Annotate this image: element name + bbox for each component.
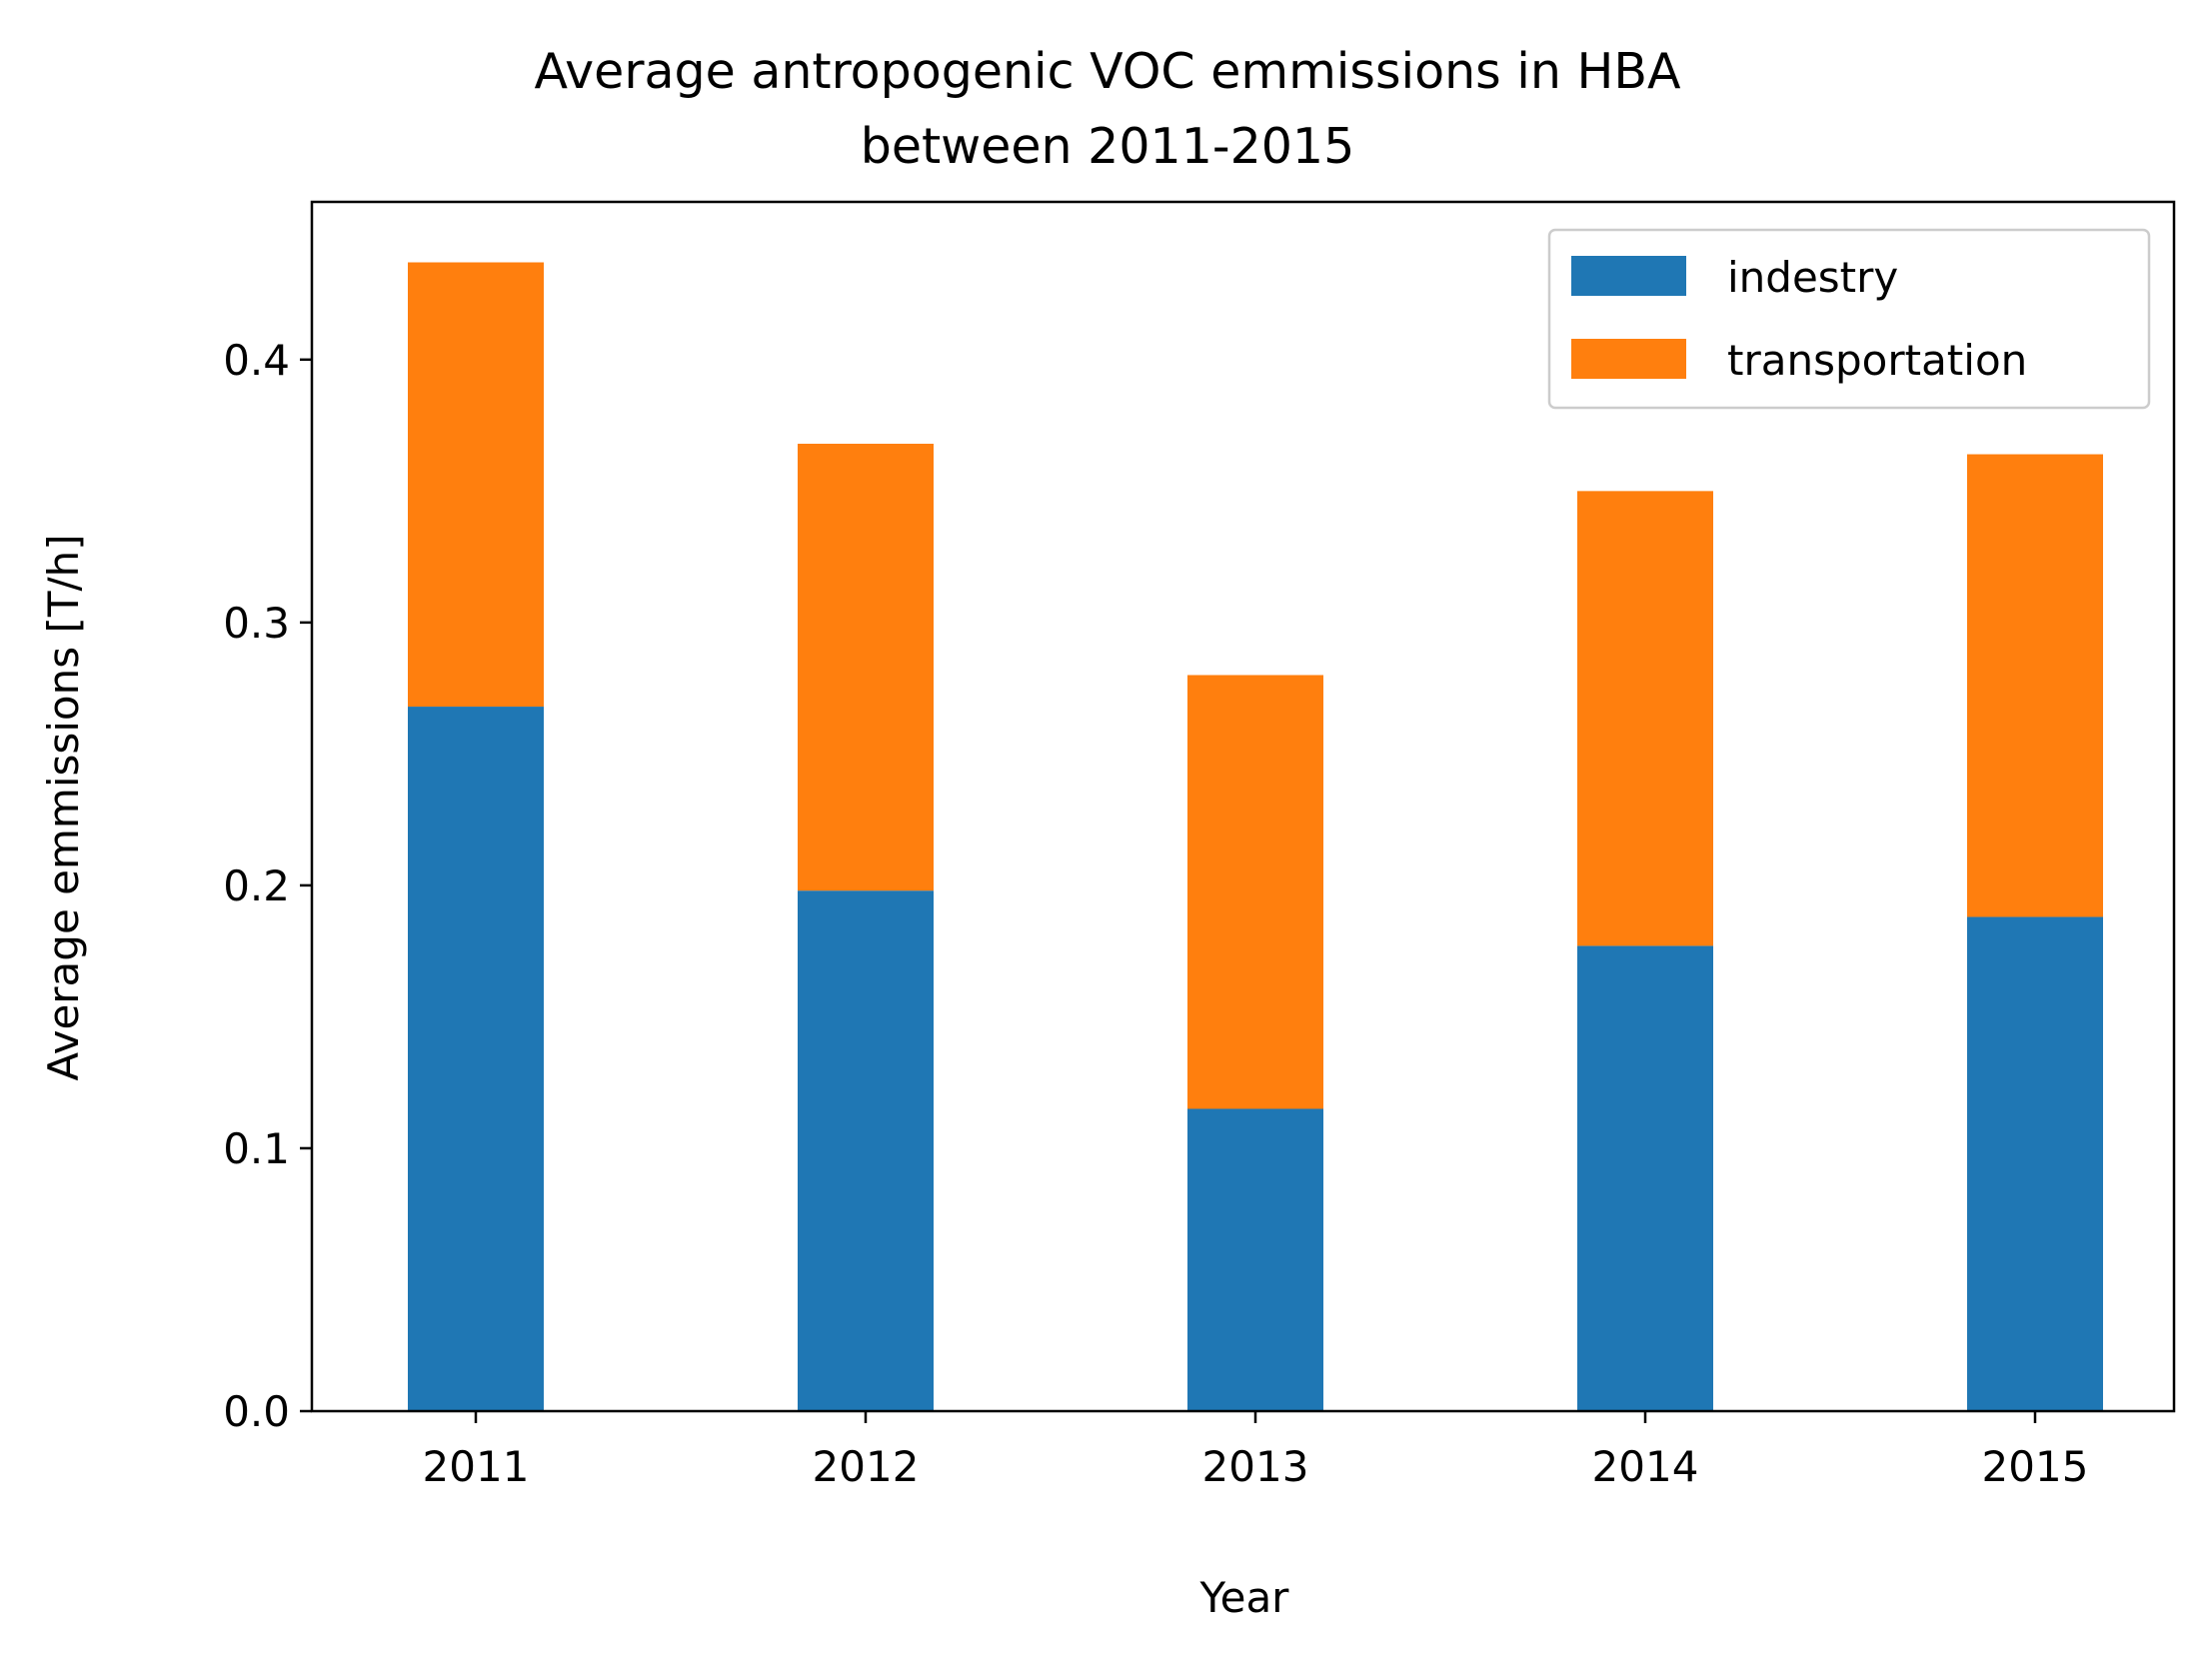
x-tick-label: 2012 bbox=[813, 1442, 920, 1491]
bar-indestry-2011 bbox=[408, 707, 544, 1411]
y-tick-label: 0.3 bbox=[223, 599, 290, 648]
x-axis-label: Year bbox=[1199, 1573, 1290, 1622]
bar-indestry-2015 bbox=[1967, 916, 2103, 1411]
legend-swatch-transportation bbox=[1571, 339, 1686, 379]
axes-frame bbox=[310, 200, 2176, 1413]
legend-frame bbox=[1547, 228, 2151, 410]
legend-label-transportation: transportation bbox=[1727, 336, 2027, 385]
bar-transportation-2012 bbox=[798, 444, 934, 891]
bar-indestry-2014 bbox=[1577, 945, 1713, 1411]
y-tick-label: 0.2 bbox=[223, 861, 290, 910]
bar-transportation-2011 bbox=[408, 262, 544, 708]
y-tick-label: 0.4 bbox=[223, 336, 290, 385]
chart-title-line-1: Average antropogenic VOC emmissions in H… bbox=[535, 43, 1681, 100]
x-tick-label: 2015 bbox=[1982, 1442, 2089, 1491]
y-axis-label: Average emmissions [T/h] bbox=[39, 534, 88, 1080]
x-tick-label: 2011 bbox=[423, 1442, 530, 1491]
plot-area: 0.0 0.1 0.2 0.3 0.4 2011 2012 2013 2014 2015 bbox=[223, 200, 2176, 1491]
chart-title-line-2: between 2011-2015 bbox=[861, 118, 1355, 175]
bar-indestry-2013 bbox=[1187, 1108, 1323, 1411]
legend-label-indestry: indestry bbox=[1727, 253, 1898, 302]
bar-indestry-2012 bbox=[798, 890, 934, 1411]
bar-transportation-2015 bbox=[1967, 454, 2103, 917]
y-tick-label: 0.0 bbox=[223, 1387, 290, 1436]
x-tick-label: 2013 bbox=[1202, 1442, 1309, 1491]
legend: indestry transportation bbox=[1547, 228, 2151, 410]
bar-transportation-2013 bbox=[1187, 675, 1323, 1109]
x-tick-label: 2014 bbox=[1592, 1442, 1699, 1491]
y-tick-label: 0.1 bbox=[223, 1124, 290, 1173]
bar-transportation-2014 bbox=[1577, 491, 1713, 946]
legend-swatch-indestry bbox=[1571, 256, 1686, 296]
